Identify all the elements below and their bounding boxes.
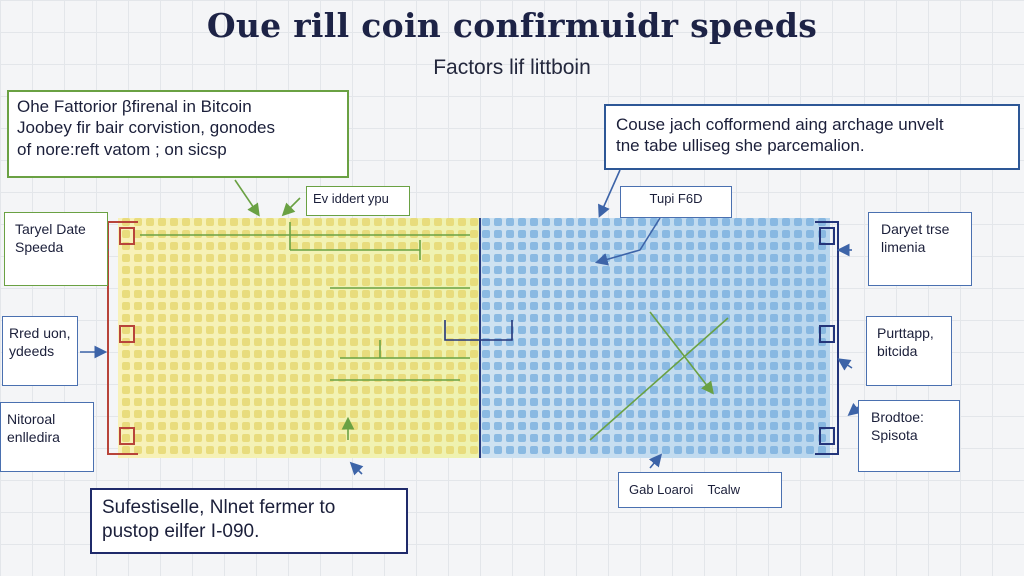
side-label-left-1-line-2: Speeda (15, 238, 64, 255)
side-label-right-3: Brodtoe: Spisota (858, 400, 960, 472)
side-label-right-1: Daryet trse limenia (868, 212, 972, 286)
callout-top-left-line-3: of nore:reft vatom ; on sicsp (17, 139, 227, 159)
side-label-left-2-line-2: ydeeds (9, 342, 55, 359)
label-evidence: Ev iddert ypu (306, 186, 410, 216)
side-label-right-1-line-1: Daryet trse (881, 221, 950, 237)
right-bracket (815, 221, 839, 455)
left-data-panel (118, 218, 480, 458)
side-label-right-3-line-2: Spisota (871, 426, 918, 443)
navy-connectors (444, 320, 513, 350)
callout-bottom-center: Sufestiselle, Nlnet fermer to pustop eil… (90, 488, 408, 554)
callout-top-right: Couse jach cofformend aing archage unvel… (604, 104, 1020, 170)
side-label-right-2-line-2: bitcida (877, 342, 918, 359)
side-label-right-2: Purttapp, bitcida (866, 316, 952, 386)
side-label-left-3-line-2: enlledira (7, 428, 60, 445)
left-bracket (107, 221, 138, 455)
callout-top-left-line-2: Joobey fir bair corvistion, gonodes (17, 118, 275, 138)
side-label-left-1: Taryel Date Speeda (4, 212, 108, 286)
side-label-right-3-line-1: Brodtoe: (871, 409, 924, 425)
green-connectors (140, 179, 470, 440)
callout-top-left-line-1: Ohe Fattorior βfirenal in Bitcoin (17, 97, 252, 116)
side-label-left-3-line-1: Nitoroal (7, 411, 56, 427)
page-title: Oue rill coin confirmuidr speeds (206, 6, 818, 45)
side-label-right-2-line-1: Purttapp, (877, 325, 934, 341)
label-type: Tupi F6D (620, 186, 732, 218)
right-data-panel (480, 218, 830, 458)
callout-top-left: Ohe Fattorior βfirenal in Bitcoin Joobey… (7, 90, 349, 178)
callout-top-right-line-2: tne tabe ulliseg she parcemalion. (616, 136, 865, 156)
side-label-right-1-line-2: limenia (881, 238, 926, 255)
label-bottom-right: Gab Loaroi Tcalw (618, 472, 782, 508)
callout-bottom-line-2: pustop eilfer I-090. (102, 520, 260, 542)
callout-top-right-line-1: Couse jach cofformend aing archage unvel… (616, 115, 944, 134)
side-label-left-2-line-1: Rred uon, (9, 325, 71, 341)
side-label-left-2: Rred uon, ydeeds (2, 316, 78, 386)
page-subtitle: Factors lif littboin (433, 56, 591, 79)
callout-bottom-line-1: Sufestiselle, Nlnet fermer to (102, 497, 336, 518)
side-label-left-1-line-1: Taryel Date (15, 221, 86, 237)
cross-lines (589, 311, 729, 441)
side-label-left-3: Nitoroal enlledira (0, 402, 94, 472)
